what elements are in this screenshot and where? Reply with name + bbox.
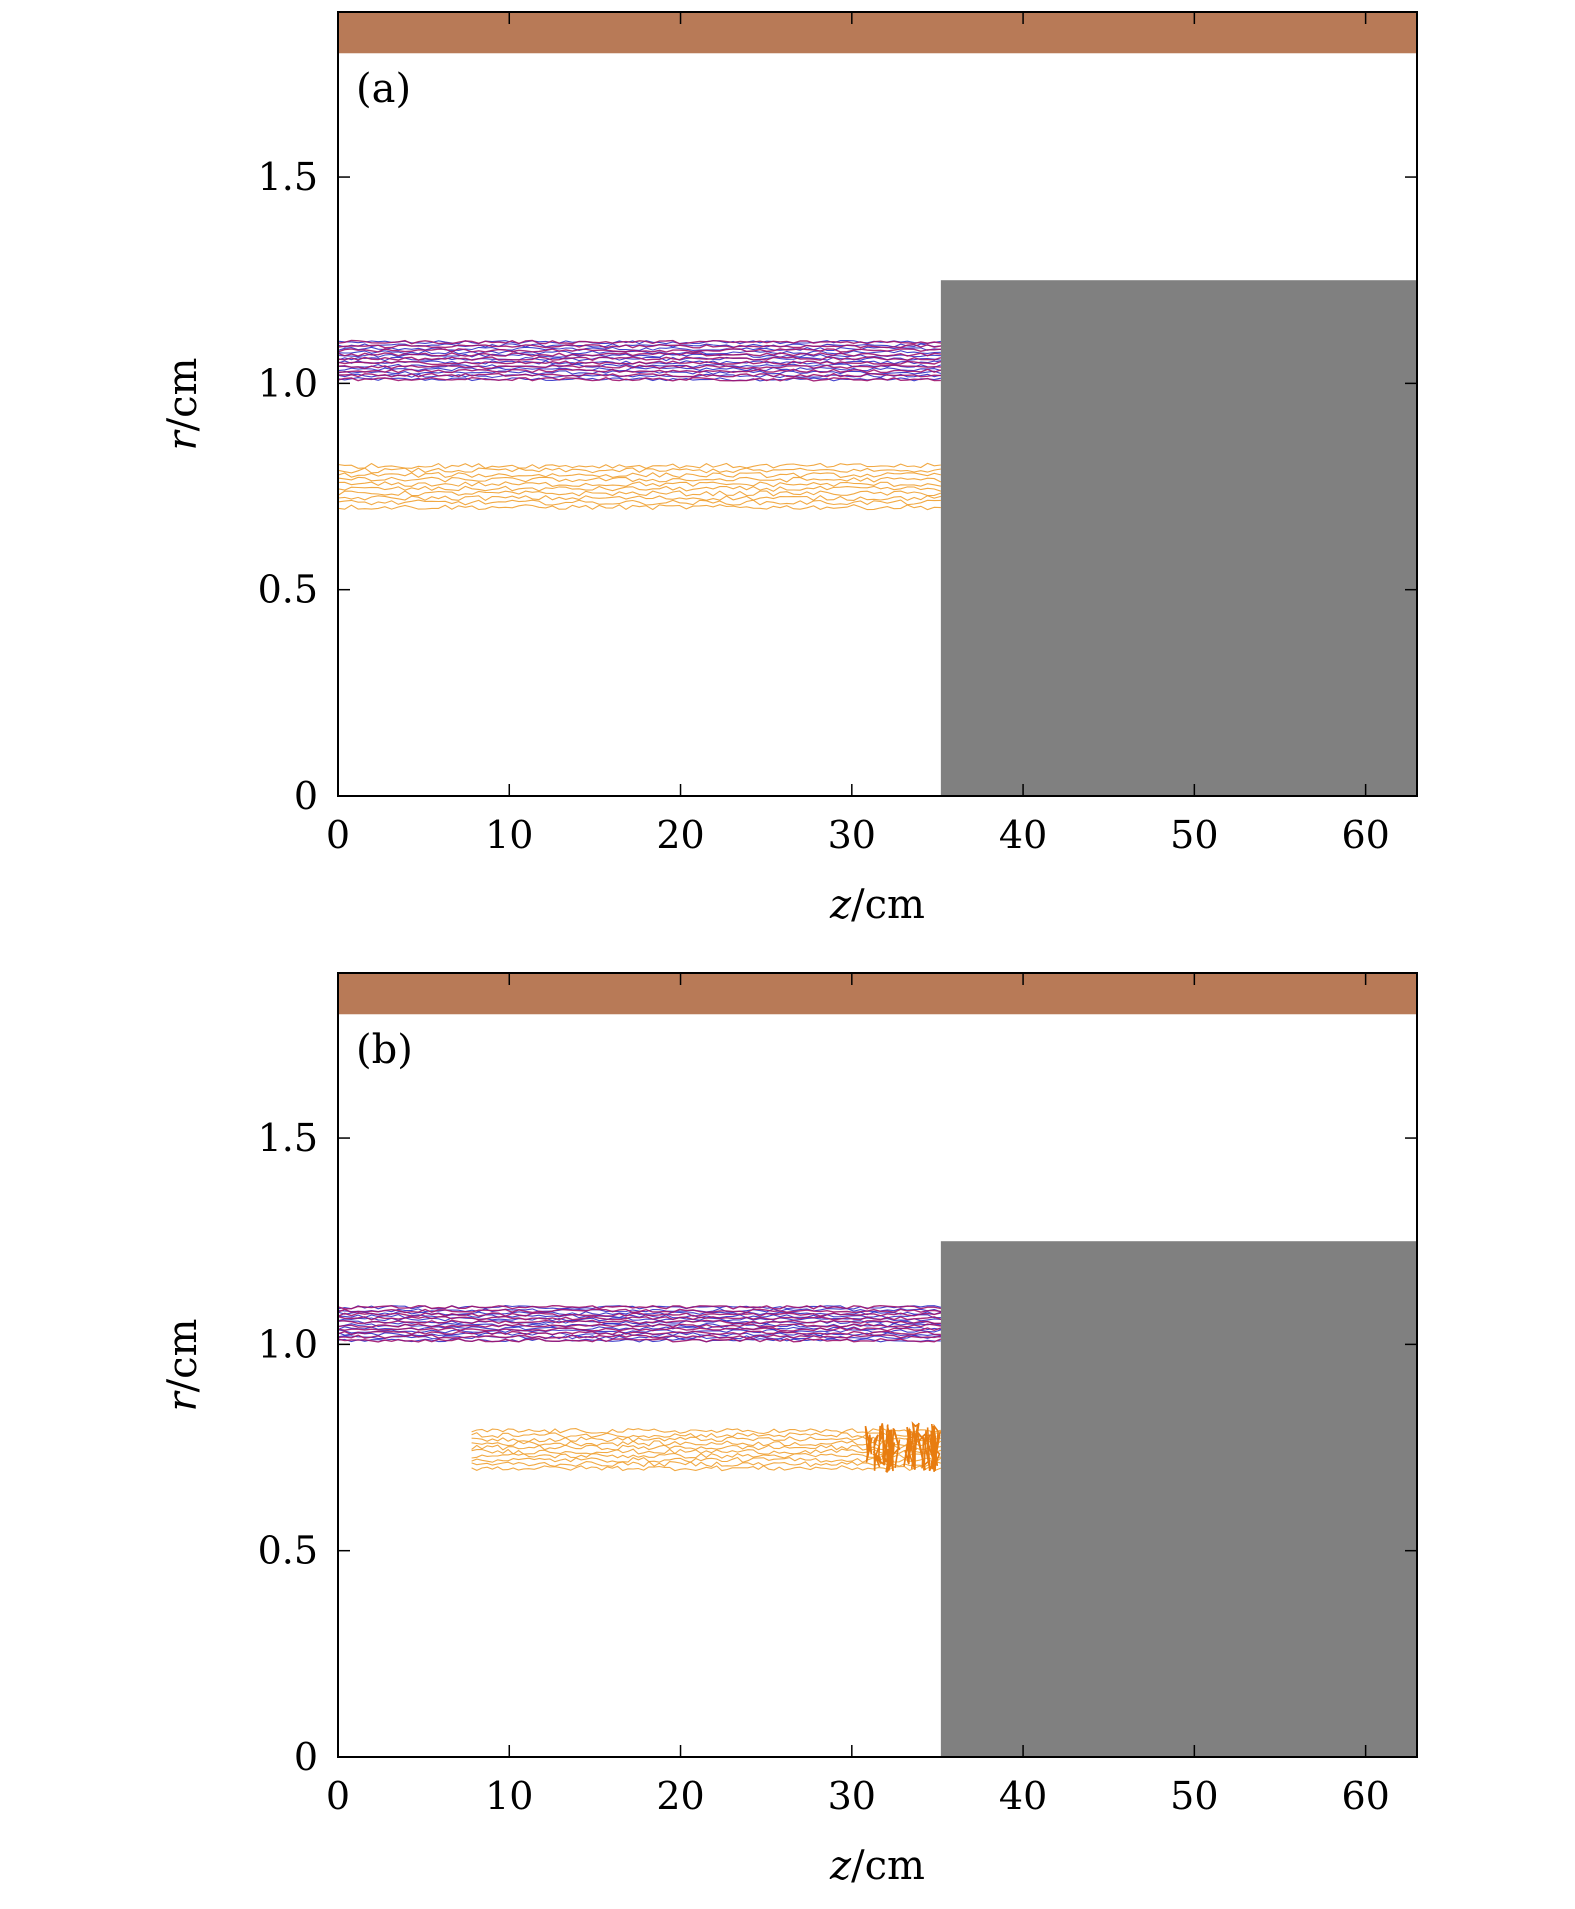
trajectory-line bbox=[338, 339, 942, 345]
trajectory-line bbox=[338, 340, 941, 345]
oscillation-line bbox=[914, 1422, 920, 1470]
trajectory-line bbox=[338, 1308, 942, 1314]
panel-a: 0 10 20 30 40 50 60 0 0.5 1.0 1.5 (a) z/cm r/cm bbox=[160, 11, 1418, 928]
y-axis-label: r/cm bbox=[160, 1319, 206, 1412]
y-tick-label: 0.5 bbox=[258, 1529, 318, 1573]
trajectory-line bbox=[338, 499, 941, 506]
trajectory-line bbox=[338, 1330, 941, 1336]
trajectory-line bbox=[338, 372, 941, 378]
trajectory-line bbox=[471, 1452, 942, 1459]
x-axis-label: z/cm bbox=[829, 1843, 925, 1889]
trajectory-line bbox=[338, 1304, 942, 1310]
x-tick-label: 60 bbox=[1341, 1774, 1389, 1818]
x-tick-label: 40 bbox=[999, 813, 1047, 857]
y-tick-label: 1.5 bbox=[258, 155, 318, 199]
trajectory-line bbox=[338, 494, 942, 502]
trajectory-line bbox=[338, 504, 941, 511]
oscillation-line bbox=[881, 1424, 889, 1466]
trajectory-line bbox=[338, 1319, 941, 1325]
trajectory-line bbox=[471, 1460, 942, 1468]
x-tick-label: 30 bbox=[828, 1774, 876, 1818]
plot-area bbox=[338, 973, 1417, 1757]
y-tick-label: 0 bbox=[294, 1735, 318, 1779]
x-tick-label: 0 bbox=[326, 813, 350, 857]
oscillation-line bbox=[921, 1430, 931, 1471]
trajectory-line bbox=[338, 1315, 942, 1321]
oscillation-line bbox=[864, 1425, 873, 1463]
outer-wall-region bbox=[338, 12, 1417, 54]
trajectory-line bbox=[338, 1323, 942, 1328]
plot-area bbox=[338, 12, 1417, 796]
y-tick-label: 0.5 bbox=[258, 568, 318, 612]
x-axis-label: z/cm bbox=[829, 882, 925, 928]
trajectory-line bbox=[338, 481, 942, 488]
trajectory-line bbox=[471, 1440, 942, 1447]
trajectory-line bbox=[338, 366, 942, 372]
oscillation-line bbox=[890, 1428, 901, 1467]
trajectory-line bbox=[338, 352, 941, 357]
oscillation-line bbox=[930, 1430, 938, 1472]
trajectory-line bbox=[338, 472, 942, 479]
electron-trajectories-series bbox=[338, 1304, 942, 1343]
x-tick-label: 0 bbox=[326, 1774, 350, 1818]
trajectory-line bbox=[338, 360, 942, 366]
outer-wall-region bbox=[338, 973, 1417, 1015]
trajectory-line bbox=[338, 1332, 941, 1337]
y-axis-label: r/cm bbox=[160, 358, 206, 451]
x-tick-label: 20 bbox=[656, 1774, 704, 1818]
trajectory-line bbox=[338, 364, 941, 370]
y-tick-label: 1.0 bbox=[258, 1322, 318, 1366]
x-tick-label: 10 bbox=[485, 813, 533, 857]
trajectory-line bbox=[471, 1465, 942, 1472]
trajectory-line bbox=[338, 1305, 942, 1310]
x-tick-label: 20 bbox=[656, 813, 704, 857]
panel-label: (a) bbox=[356, 66, 411, 112]
trajectory-line bbox=[338, 1334, 942, 1339]
panel-label: (b) bbox=[356, 1027, 413, 1073]
trajectory-line bbox=[338, 376, 941, 382]
trajectory-line bbox=[471, 1456, 942, 1464]
trajectory-line bbox=[338, 343, 942, 349]
plot-frame bbox=[337, 972, 1418, 1758]
block-region bbox=[940, 280, 1417, 796]
trajectory-line bbox=[338, 370, 942, 375]
y-tick-label: 1.0 bbox=[258, 361, 318, 405]
ion-trajectories-series bbox=[338, 462, 942, 511]
x-tick-label: 50 bbox=[1170, 813, 1218, 857]
trajectory-line bbox=[471, 1448, 942, 1455]
plot-frame bbox=[337, 11, 1418, 797]
oscillation-line bbox=[872, 1450, 882, 1468]
y-tick-label: 1.5 bbox=[258, 1116, 318, 1160]
trajectory-line bbox=[338, 467, 941, 474]
trajectory-line bbox=[471, 1428, 942, 1435]
y-tick-label: 0 bbox=[294, 774, 318, 818]
trajectory-line bbox=[338, 348, 941, 353]
trajectory-line bbox=[338, 356, 941, 362]
x-tick-label: 10 bbox=[485, 1774, 533, 1818]
x-tick-label: 50 bbox=[1170, 1774, 1218, 1818]
trajectory-line bbox=[338, 462, 941, 470]
trajectory-line bbox=[338, 368, 942, 374]
x-tick-label: 40 bbox=[999, 1774, 1047, 1818]
block-region bbox=[940, 1241, 1417, 1757]
oscillation-line bbox=[903, 1427, 912, 1467]
trajectory-line bbox=[338, 1312, 942, 1317]
oscillation-line bbox=[930, 1425, 939, 1470]
trajectory-line bbox=[338, 485, 942, 492]
oscillation-line bbox=[877, 1425, 885, 1466]
trajectory-line bbox=[338, 476, 942, 483]
oscillation-line bbox=[916, 1431, 926, 1471]
trajectory-line bbox=[338, 1337, 942, 1343]
trajectory-line bbox=[338, 490, 942, 497]
electron-trajectories-series bbox=[338, 339, 942, 382]
x-tick-label: 60 bbox=[1341, 813, 1389, 857]
ion-trajectories-series bbox=[471, 1421, 942, 1474]
x-tick-label: 30 bbox=[828, 813, 876, 857]
panel-b: 0 10 20 30 40 50 60 0 0.5 1.0 1.5 (b) z/cm r/cm bbox=[160, 972, 1418, 1889]
trajectory-line bbox=[338, 356, 942, 361]
oscillation-line bbox=[886, 1425, 891, 1471]
trajectory-line bbox=[338, 363, 942, 368]
trajectory-line bbox=[471, 1444, 942, 1451]
